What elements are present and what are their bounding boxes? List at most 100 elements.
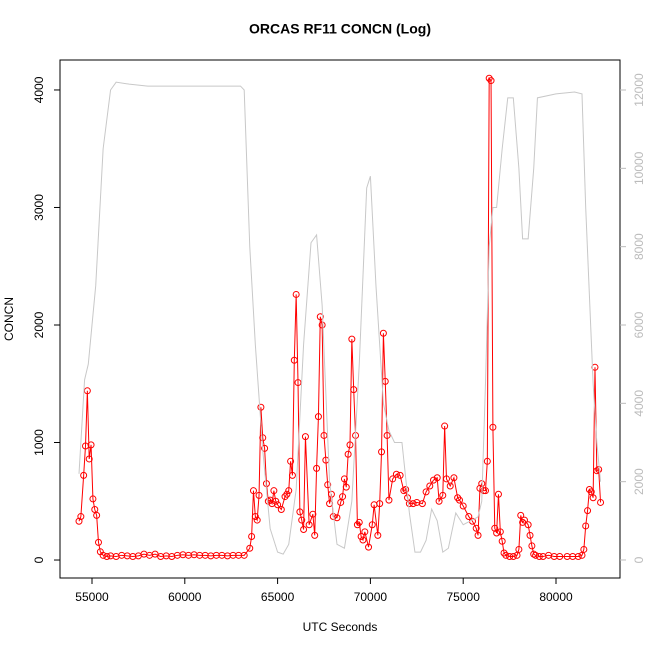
data-point	[430, 476, 438, 484]
data-point	[285, 487, 293, 495]
y2-tick-label: 4000	[632, 390, 646, 417]
data-point	[248, 533, 256, 541]
data-point	[346, 441, 354, 449]
data-point	[509, 552, 517, 560]
data-point	[446, 482, 454, 490]
data-point	[80, 471, 88, 479]
data-point	[309, 510, 317, 518]
data-point	[450, 474, 458, 482]
data-point	[433, 474, 441, 482]
data-point	[580, 545, 588, 553]
data-point	[357, 533, 365, 541]
data-point	[422, 488, 430, 496]
data-point	[320, 431, 328, 439]
data-point	[251, 513, 259, 521]
data-point	[472, 524, 480, 532]
data-point	[311, 531, 319, 539]
x-tick-label: 60000	[168, 590, 202, 604]
data-point	[316, 313, 324, 321]
x-tick-label: 70000	[354, 590, 388, 604]
data-point	[305, 521, 313, 529]
data-point	[261, 444, 269, 452]
data-point	[489, 423, 497, 431]
data-point	[355, 518, 363, 526]
data-point	[240, 551, 248, 559]
data-point	[535, 552, 543, 560]
data-point	[301, 433, 309, 441]
data-point	[582, 522, 590, 530]
x-tick-label: 55000	[75, 590, 109, 604]
data-point	[532, 551, 540, 559]
data-point	[441, 422, 449, 430]
data-point	[257, 403, 265, 411]
data-point	[426, 482, 434, 490]
data-point	[480, 487, 488, 495]
data-point	[584, 507, 592, 515]
data-point	[465, 513, 473, 521]
data-point	[491, 524, 499, 532]
data-point	[318, 321, 326, 329]
data-point	[376, 500, 384, 508]
data-point	[342, 483, 350, 491]
data-point	[77, 513, 85, 521]
data-point	[379, 329, 387, 337]
data-point	[459, 502, 467, 510]
data-point	[99, 551, 107, 559]
data-point	[277, 505, 285, 513]
data-point	[483, 457, 491, 465]
data-point	[455, 496, 463, 504]
y-tick-label: 3000	[32, 194, 46, 221]
data-point	[496, 528, 504, 536]
data-point	[298, 516, 306, 524]
data-point	[274, 501, 282, 509]
data-point	[255, 491, 263, 499]
data-point	[283, 490, 291, 498]
data-point	[103, 552, 111, 560]
y-tick-label: 0	[32, 556, 46, 563]
data-point	[368, 521, 376, 529]
series-line	[78, 76, 602, 558]
data-point	[517, 511, 525, 519]
data-point	[89, 495, 97, 503]
data-point	[526, 531, 534, 539]
y2-tick-label: 10000	[632, 151, 646, 185]
data-point	[75, 517, 83, 525]
y-tick-label: 1000	[32, 429, 46, 456]
data-point	[339, 493, 347, 501]
data-point	[270, 487, 278, 495]
data-point	[556, 552, 564, 560]
data-point	[442, 475, 450, 483]
data-point	[520, 516, 528, 524]
data-point	[515, 545, 523, 553]
data-point	[259, 434, 267, 442]
data-point	[494, 490, 502, 498]
data-point	[374, 531, 382, 539]
data-point	[502, 551, 510, 559]
data-point	[396, 471, 404, 479]
y2-tick-label: 12000	[632, 73, 646, 107]
data-point	[249, 487, 257, 495]
data-point	[93, 511, 101, 519]
y-tick-label: 4000	[32, 76, 46, 103]
y2-tick-label: 8000	[632, 233, 646, 260]
x-tick-label: 65000	[261, 590, 295, 604]
data-point	[94, 538, 102, 546]
x-tick-label: 80000	[539, 590, 573, 604]
data-point	[296, 508, 304, 516]
data-point	[288, 471, 296, 479]
y2-tick-label: 2000	[632, 468, 646, 495]
data-point	[350, 386, 358, 394]
data-point	[365, 543, 373, 551]
data-point	[524, 521, 532, 529]
data-point	[361, 528, 369, 536]
data-point	[340, 475, 348, 483]
data-point	[389, 475, 397, 483]
data-point	[313, 464, 321, 472]
data-point	[574, 552, 582, 560]
x-tick-label: 75000	[447, 590, 481, 604]
data-point	[528, 542, 536, 550]
x-axis-label: UTC Seconds	[303, 620, 378, 634]
data-point	[378, 448, 386, 456]
data-point	[87, 441, 95, 449]
